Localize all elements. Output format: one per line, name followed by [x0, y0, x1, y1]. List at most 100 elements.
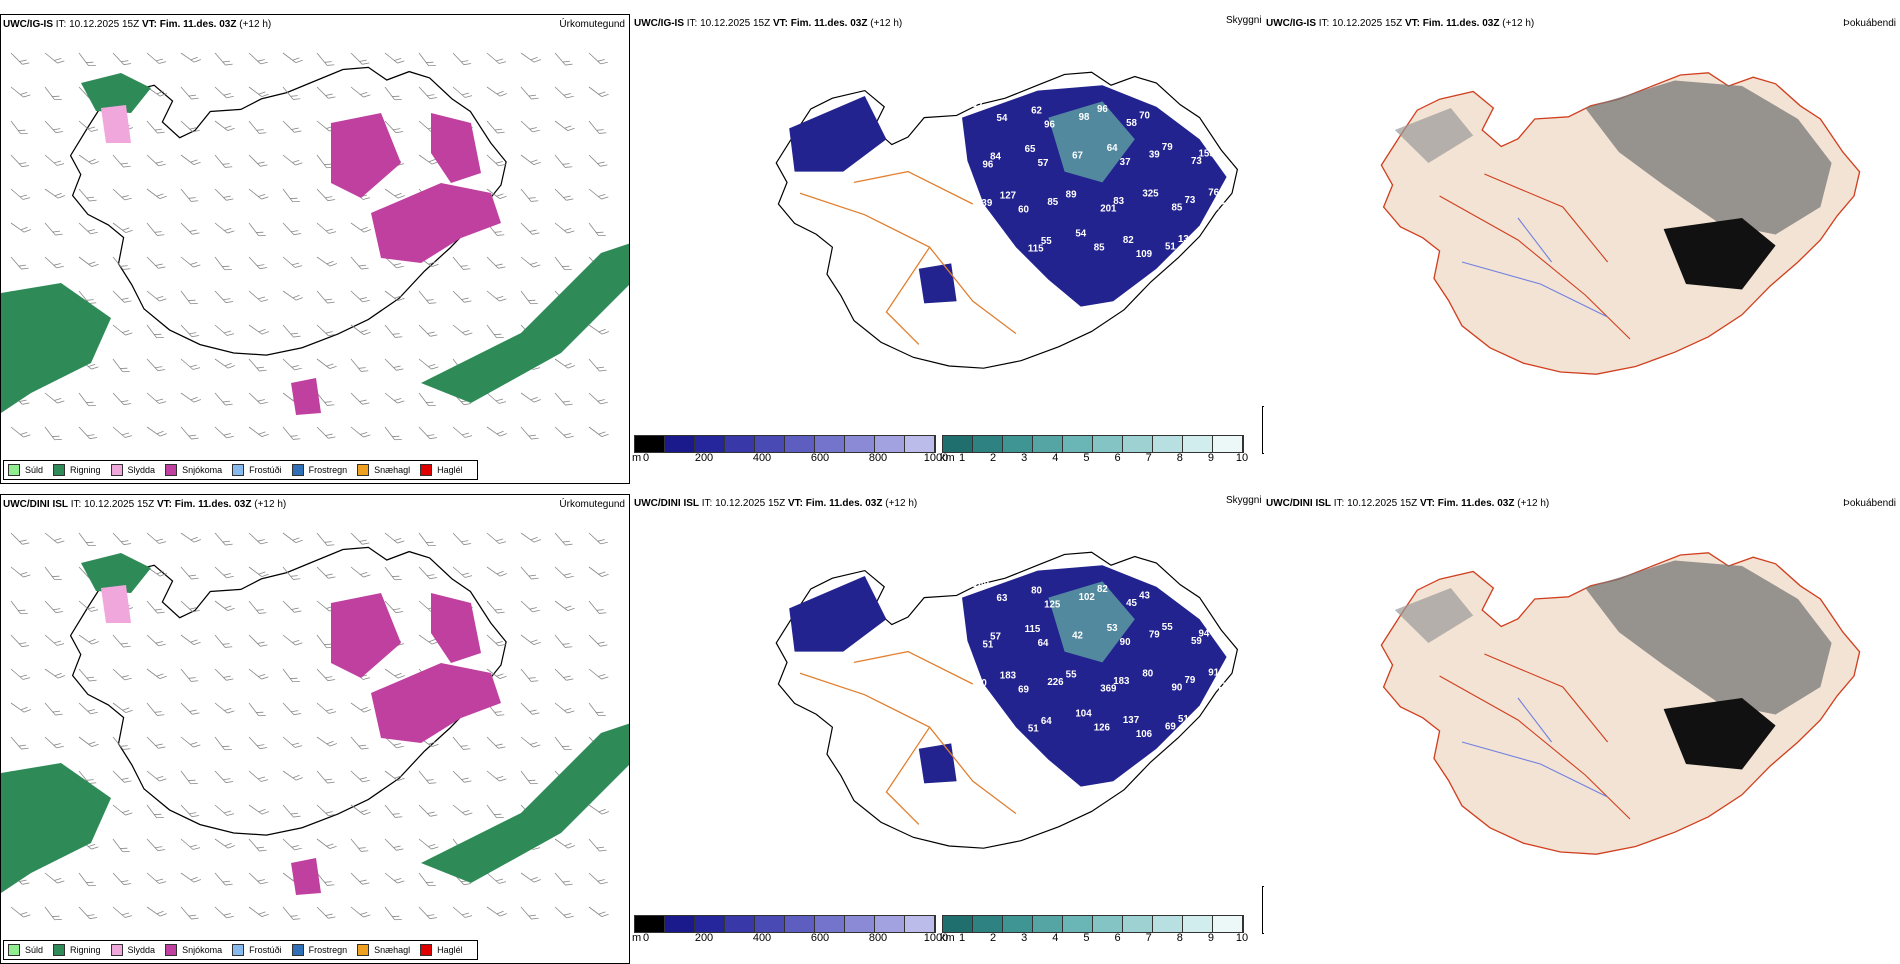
wind-barb	[452, 906, 473, 918]
wind-barb	[554, 154, 573, 168]
precip-legend: Súld Rigning Slydda Snjókoma Frostúði Frostre…	[3, 940, 478, 960]
wind-barb	[282, 906, 301, 920]
wind-barb	[78, 52, 96, 67]
visibility-area	[1048, 581, 1135, 663]
tick-label: 600	[810, 932, 830, 944]
cloud-base-label: 65	[1025, 144, 1036, 155]
colorbar-segment	[1213, 916, 1243, 932]
wind-barb	[180, 120, 200, 133]
wind-barb	[282, 634, 303, 646]
wind-barb	[486, 120, 505, 134]
tick-label: 3	[1021, 452, 1028, 464]
wind-barb	[350, 324, 371, 336]
wind-barb	[452, 566, 473, 578]
wind-barb	[350, 702, 371, 713]
cloud-base-label: 48	[1181, 117, 1192, 128]
wind-barb	[384, 804, 403, 818]
wind-barb	[588, 668, 609, 680]
wind-barb	[112, 222, 133, 234]
wind-barb	[180, 736, 201, 748]
colorbar-segment	[1003, 436, 1033, 452]
colorbar-segment	[1123, 436, 1153, 452]
wind-barb	[10, 532, 30, 545]
wind-barb	[248, 668, 269, 680]
rain-area	[81, 73, 151, 113]
wind-barb	[248, 906, 269, 918]
legend-swatch	[53, 464, 66, 476]
wind-barb	[214, 634, 233, 648]
wind-barb	[112, 532, 132, 546]
wind-barb	[10, 86, 31, 98]
colorbar-segment	[725, 916, 755, 932]
wind-barb	[316, 222, 337, 234]
sleet-area	[101, 105, 131, 143]
legend-label: Frostregn	[308, 465, 348, 475]
colorbar-segment	[695, 436, 725, 452]
wind-barb	[146, 736, 166, 749]
cloud-base-ticks: 0 200 400 600 800 1000	[643, 932, 949, 946]
wind-barb	[350, 838, 369, 852]
wind-barb	[282, 736, 303, 748]
wind-barb	[112, 52, 132, 66]
wind-barb	[44, 392, 65, 404]
wind-barb	[452, 86, 473, 98]
wind-barb	[44, 566, 62, 581]
snow-area	[291, 378, 321, 415]
wind-barb	[520, 86, 539, 100]
legend-label: Haglél	[437, 945, 463, 955]
wind-barb	[180, 600, 200, 613]
wind-barb	[214, 736, 232, 751]
cloud-base-label: 201	[1100, 204, 1117, 215]
wind-barb	[44, 154, 65, 166]
wind-barb	[384, 324, 403, 338]
wind-barb	[78, 702, 98, 715]
wind-barb	[282, 770, 303, 781]
wind-barb	[554, 906, 574, 919]
wind-barb	[418, 532, 436, 547]
wind-barb	[486, 600, 505, 614]
wind-barb	[554, 256, 572, 271]
wind-barb	[384, 358, 404, 371]
cloud-base-label: 98	[1079, 112, 1090, 123]
wind-barb	[44, 256, 64, 269]
wind-barb	[44, 906, 62, 921]
cloud-base-label: 83	[1113, 196, 1124, 207]
wind-barb	[316, 290, 335, 304]
cloud-base-label: 106	[1136, 729, 1153, 740]
wind-barb	[452, 736, 471, 750]
tick-label: 7	[1145, 452, 1152, 464]
cloud-base-label: 67	[993, 229, 1004, 240]
snow-area	[371, 183, 501, 263]
wind-barb	[146, 600, 165, 614]
panel-header: UWC/IG-IS IT: 10.12.2025 15Z VT: Fim. 11…	[1266, 18, 1535, 29]
wind-barb	[554, 872, 573, 886]
wind-barb	[146, 52, 167, 64]
wind-barb	[350, 736, 369, 750]
cloud-base-label: 51	[1028, 724, 1039, 735]
legend-item-7: Haglél	[420, 464, 463, 476]
wind-barb	[180, 222, 200, 235]
visibility-area	[1048, 101, 1135, 183]
wind-barb	[316, 736, 337, 747]
panel-title-precip: Úrkomutegund	[559, 19, 625, 30]
river-network	[1461, 217, 1608, 318]
colorbar-segment	[815, 436, 845, 452]
tick-label: 1000	[923, 932, 949, 944]
wind-barb	[44, 736, 64, 749]
wind-barb	[146, 358, 166, 372]
wind-barb	[214, 52, 233, 66]
wind-barb	[10, 426, 31, 438]
cloud-base-label: 54	[1222, 163, 1233, 174]
wind-barb	[180, 770, 198, 785]
cloud-base-label: 72	[1213, 582, 1224, 593]
panel-header: UWC/IG-IS IT: 10.12.2025 15Z VT: Fim. 11…	[3, 19, 272, 30]
legend-swatch	[357, 464, 370, 476]
cloud-base-label: 54	[1075, 228, 1086, 239]
wind-barb	[248, 702, 266, 717]
cloud-base-label: 115	[1025, 624, 1041, 635]
wind-barb	[180, 86, 199, 100]
tick-label: 400	[752, 452, 772, 464]
wind-barb	[248, 154, 268, 167]
wind-barb	[520, 392, 541, 403]
cloud-base-label: 55	[1066, 670, 1077, 681]
